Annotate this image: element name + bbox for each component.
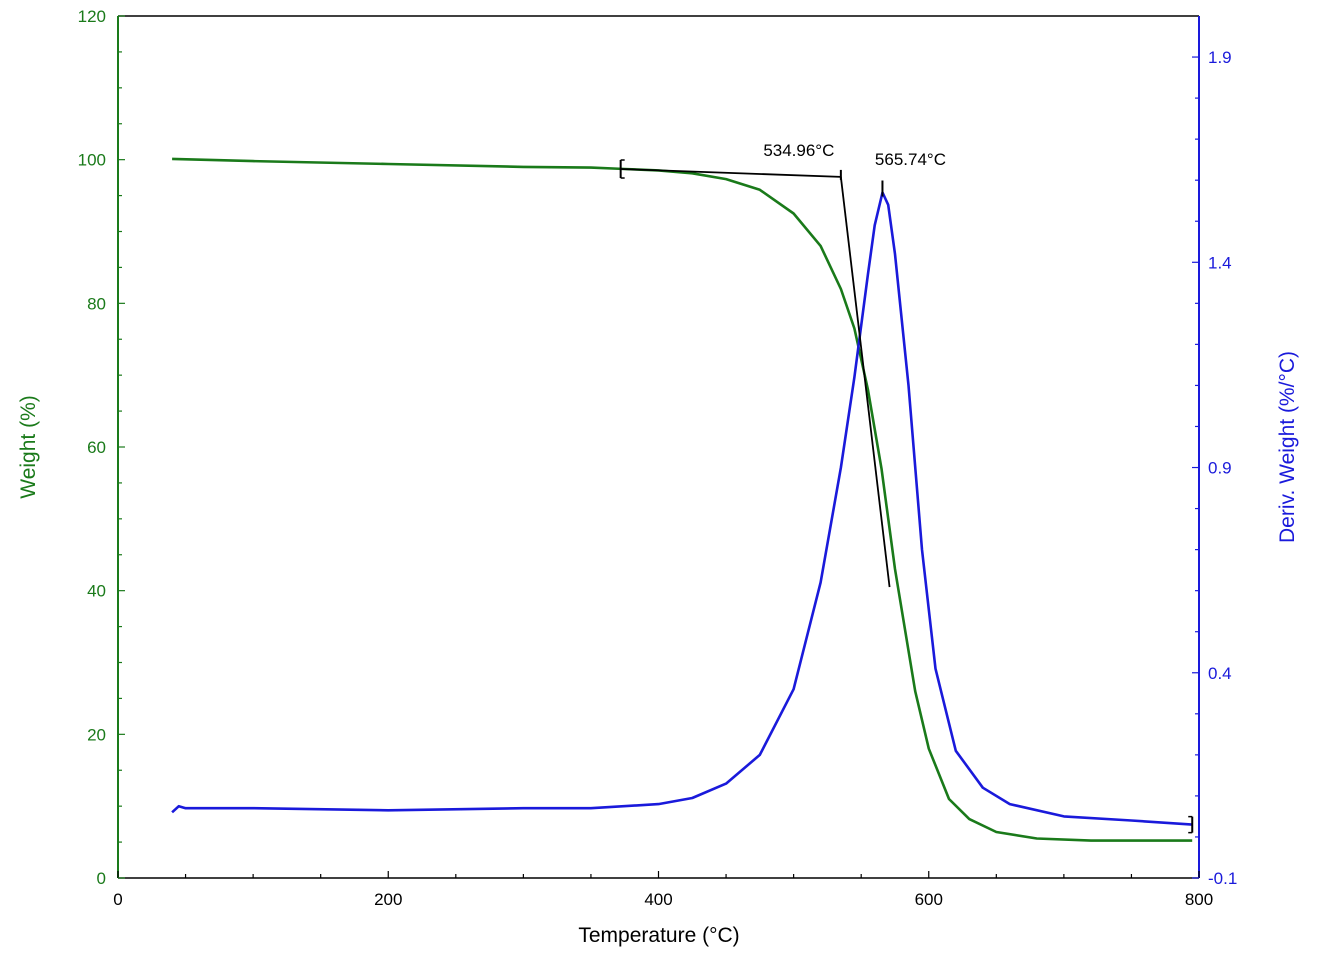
y-right-tick-label: -0.1 (1208, 869, 1237, 888)
onset-temperature-label: 534.96°C (763, 141, 834, 160)
y-left-axis-title: Weight (%) (17, 395, 40, 498)
y-right-tick-label: 0.4 (1208, 664, 1232, 683)
x-tick-label: 0 (113, 890, 122, 909)
y-left-tick-label: 120 (78, 7, 106, 26)
y-right-tick-label: 1.9 (1208, 48, 1232, 67)
y-left-tick-label: 0 (97, 869, 106, 888)
series-layer (171, 157, 1193, 842)
y-left-tick-label: 60 (87, 438, 106, 457)
y-left-tick-label: 40 (87, 582, 106, 601)
x-tick-label: 800 (1185, 890, 1213, 909)
onset-construction (619, 159, 1194, 834)
y-left-tick-label: 20 (87, 725, 106, 744)
y-right-axis-title: Deriv. Weight (%/°C) (1276, 351, 1299, 543)
y-left-tick-label: 80 (87, 294, 106, 313)
x-tick-label: 600 (915, 890, 943, 909)
onset-baseline (620, 168, 841, 178)
y-right-tick-label: 1.4 (1208, 253, 1232, 272)
onset-tangent (839, 176, 891, 588)
annotation-layer: 534.96°C 565.74°C (763, 141, 946, 169)
x-tick-label: 400 (644, 890, 672, 909)
weight-curve (172, 157, 1193, 842)
x-tick-label: 200 (374, 890, 402, 909)
peak-temperature-label: 565.74°C (875, 150, 946, 169)
y-right-tick-label: 0.9 (1208, 459, 1232, 478)
axes (117, 15, 1200, 879)
ticks: 0 200 400 600 800 0 20 40 60 80 100 120 -0.1 0.4 0.9 1.… (78, 7, 1238, 909)
x-axis-title: Temperature (°C) (578, 924, 739, 947)
y-left-tick-label: 100 (78, 151, 106, 170)
deriv-weight-curve (171, 191, 1193, 826)
